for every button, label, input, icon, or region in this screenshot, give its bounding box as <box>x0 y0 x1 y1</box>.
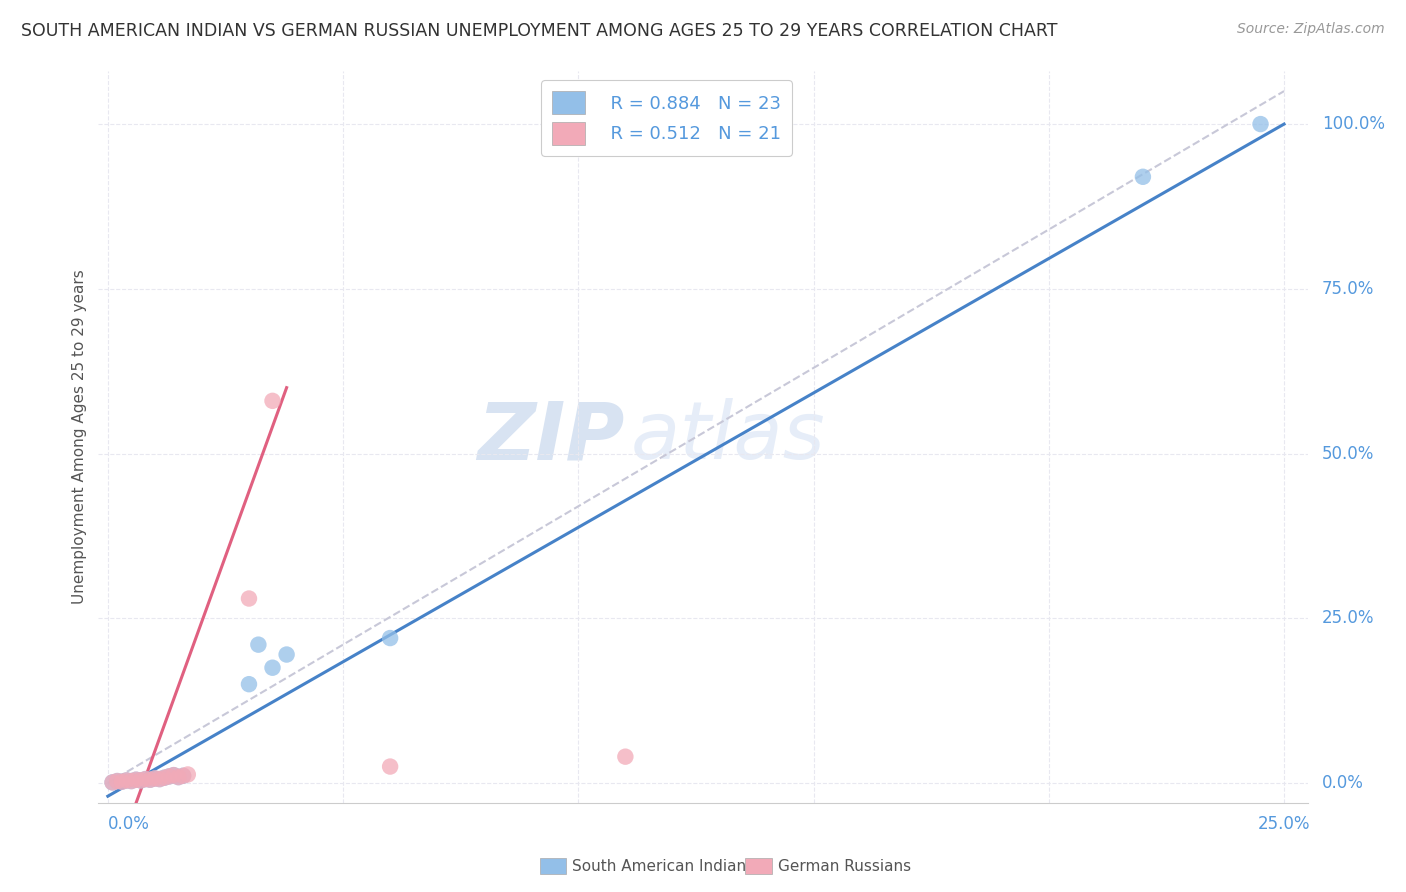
Point <box>163 768 186 782</box>
Point <box>172 769 194 783</box>
Text: 25.0%: 25.0% <box>1258 815 1310 833</box>
Point <box>111 774 134 789</box>
FancyBboxPatch shape <box>540 858 567 874</box>
Y-axis label: Unemployment Among Ages 25 to 29 years: Unemployment Among Ages 25 to 29 years <box>72 269 87 605</box>
Text: ZIP: ZIP <box>477 398 624 476</box>
Point <box>378 759 401 773</box>
Point <box>115 773 138 788</box>
Text: 25.0%: 25.0% <box>1322 609 1374 627</box>
Text: 75.0%: 75.0% <box>1322 280 1374 298</box>
Text: 0.0%: 0.0% <box>108 815 149 833</box>
Text: 0.0%: 0.0% <box>1322 774 1364 792</box>
Point <box>238 677 260 691</box>
Point <box>105 774 128 789</box>
Point <box>115 773 138 788</box>
Point <box>157 769 180 783</box>
Point <box>101 775 124 789</box>
Point <box>129 773 152 788</box>
Point <box>378 631 401 645</box>
Point <box>143 772 166 786</box>
Point <box>134 772 156 786</box>
Point <box>238 591 260 606</box>
Text: South American Indians: South American Indians <box>572 859 755 874</box>
FancyBboxPatch shape <box>745 858 772 874</box>
Point <box>177 767 200 781</box>
Point <box>134 772 156 786</box>
Point <box>614 749 637 764</box>
Text: 50.0%: 50.0% <box>1322 444 1374 463</box>
Point <box>262 393 284 408</box>
Point <box>149 772 172 786</box>
Point <box>153 771 176 785</box>
Point <box>139 772 162 787</box>
Point <box>157 769 180 783</box>
Text: German Russians: German Russians <box>778 859 911 874</box>
Point <box>143 772 166 786</box>
Point <box>262 661 284 675</box>
Text: 100.0%: 100.0% <box>1322 115 1385 133</box>
Text: atlas: atlas <box>630 398 825 476</box>
Point <box>167 770 190 784</box>
Point <box>101 775 124 789</box>
Point <box>149 772 172 786</box>
Point <box>153 771 176 785</box>
Legend:   R = 0.884   N = 23,   R = 0.512   N = 21: R = 0.884 N = 23, R = 0.512 N = 21 <box>541 80 792 156</box>
Point <box>125 772 148 787</box>
Text: Source: ZipAtlas.com: Source: ZipAtlas.com <box>1237 22 1385 37</box>
Point <box>120 774 142 789</box>
Point <box>129 773 152 788</box>
Point <box>276 648 298 662</box>
Point <box>247 638 270 652</box>
Point <box>120 774 142 789</box>
Point <box>167 770 190 784</box>
Point <box>163 768 186 782</box>
Point <box>172 769 194 783</box>
Point <box>1250 117 1272 131</box>
Text: SOUTH AMERICAN INDIAN VS GERMAN RUSSIAN UNEMPLOYMENT AMONG AGES 25 TO 29 YEARS C: SOUTH AMERICAN INDIAN VS GERMAN RUSSIAN … <box>21 22 1057 40</box>
Point <box>139 772 162 787</box>
Point <box>1132 169 1154 184</box>
Point <box>105 774 128 789</box>
Point <box>125 772 148 787</box>
Point <box>111 774 134 789</box>
